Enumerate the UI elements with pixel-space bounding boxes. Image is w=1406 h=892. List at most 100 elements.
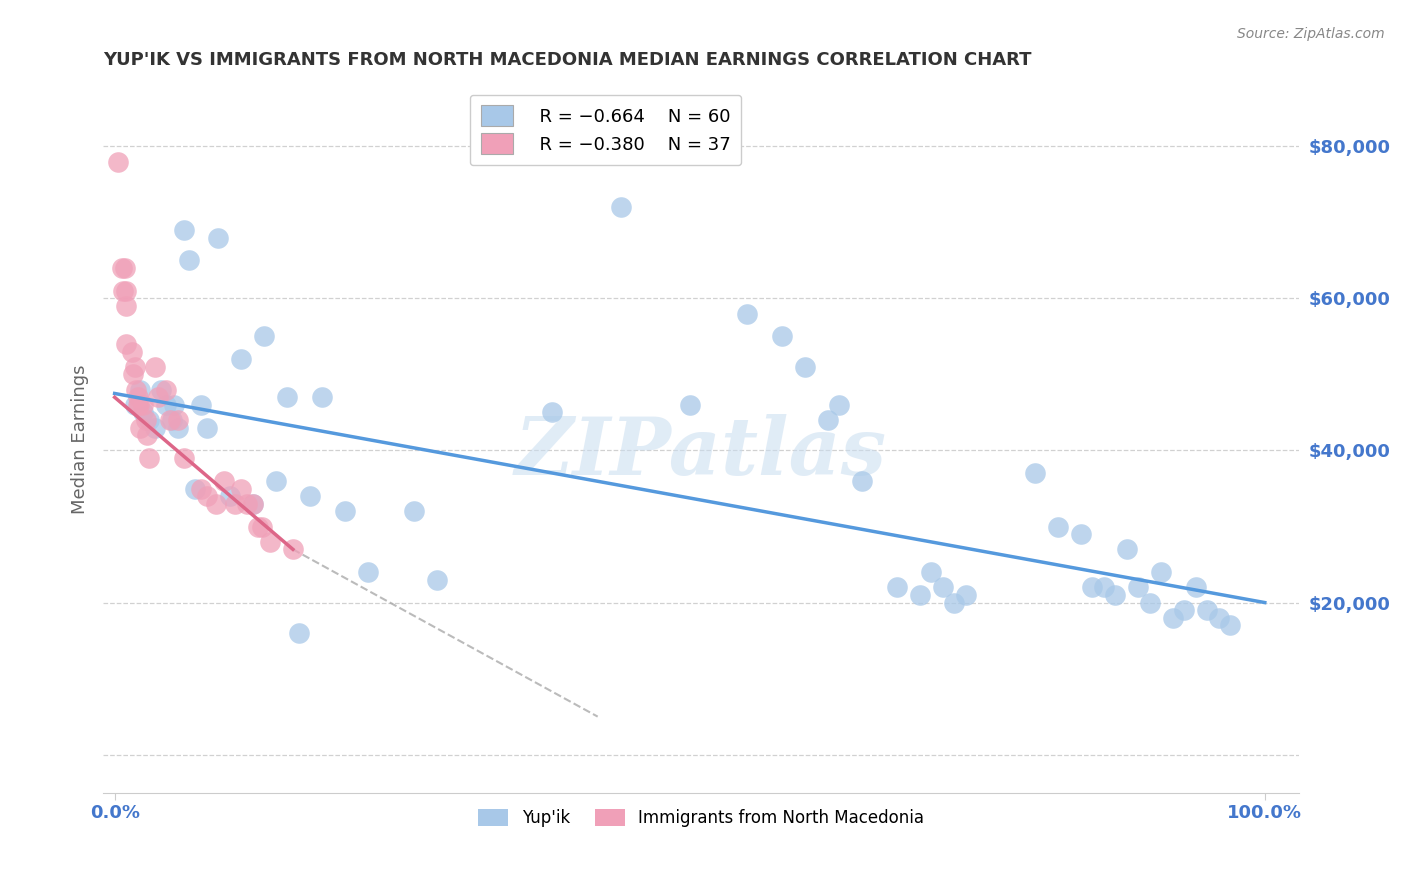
Point: [1128, 580, 1150, 594]
Point: [242, 497, 264, 511]
Point: [173, 223, 195, 237]
Point: [115, 299, 138, 313]
Point: [195, 489, 218, 503]
Point: [932, 580, 955, 594]
Point: [224, 497, 246, 511]
Text: Source: ZipAtlas.com: Source: ZipAtlas.com: [1237, 27, 1385, 41]
Point: [195, 420, 218, 434]
Point: [148, 390, 170, 404]
Point: [735, 307, 758, 321]
Point: [205, 497, 228, 511]
Point: [356, 565, 378, 579]
Point: [1197, 603, 1219, 617]
Point: [828, 398, 851, 412]
Point: [426, 573, 449, 587]
Point: [299, 489, 322, 503]
Legend: Yup'ik, Immigrants from North Macedonia: Yup'ik, Immigrants from North Macedonia: [471, 802, 931, 834]
Point: [259, 534, 281, 549]
Point: [1104, 588, 1126, 602]
Point: [115, 284, 138, 298]
Point: [1173, 603, 1195, 617]
Point: [111, 284, 134, 298]
Point: [1081, 580, 1104, 594]
Point: [143, 359, 166, 374]
Point: [190, 482, 212, 496]
Point: [250, 519, 273, 533]
Point: [160, 413, 183, 427]
Point: [149, 383, 172, 397]
Point: [1161, 611, 1184, 625]
Point: [135, 413, 157, 427]
Point: [190, 398, 212, 412]
Point: [129, 383, 152, 397]
Point: [609, 200, 631, 214]
Point: [163, 398, 186, 412]
Point: [121, 344, 143, 359]
Point: [167, 420, 190, 434]
Point: [115, 337, 138, 351]
Point: [1024, 467, 1046, 481]
Point: [943, 596, 966, 610]
Point: [247, 519, 270, 533]
Point: [886, 580, 908, 594]
Point: [138, 451, 160, 466]
Point: [281, 542, 304, 557]
Point: [333, 504, 356, 518]
Point: [920, 565, 942, 579]
Point: [1092, 580, 1115, 594]
Point: [167, 413, 190, 427]
Point: [173, 451, 195, 466]
Point: [402, 504, 425, 518]
Point: [276, 390, 298, 404]
Point: [184, 482, 207, 496]
Point: [1219, 618, 1241, 632]
Point: [236, 497, 259, 511]
Point: [253, 329, 276, 343]
Point: [1139, 596, 1161, 610]
Point: [155, 398, 177, 412]
Point: [908, 588, 931, 602]
Point: [1115, 542, 1137, 557]
Point: [124, 398, 146, 412]
Point: [138, 413, 160, 427]
Point: [107, 154, 129, 169]
Point: [231, 352, 253, 367]
Point: [851, 474, 873, 488]
Y-axis label: Median Earnings: Median Earnings: [72, 364, 89, 514]
Point: [1150, 565, 1173, 579]
Point: [311, 390, 333, 404]
Point: [125, 383, 148, 397]
Point: [207, 230, 229, 244]
Point: [1070, 527, 1092, 541]
Point: [264, 474, 287, 488]
Point: [218, 489, 240, 503]
Point: [1184, 580, 1206, 594]
Point: [955, 588, 977, 602]
Point: [1208, 611, 1230, 625]
Point: [127, 398, 149, 412]
Point: [128, 398, 150, 412]
Point: [793, 359, 815, 374]
Point: [155, 383, 177, 397]
Point: [212, 474, 235, 488]
Point: [817, 413, 839, 427]
Point: [679, 398, 702, 412]
Point: [132, 405, 155, 419]
Point: [179, 253, 201, 268]
Point: [114, 260, 136, 275]
Text: ZIPatlas: ZIPatlas: [515, 415, 887, 492]
Point: [110, 260, 132, 275]
Point: [1046, 519, 1069, 533]
Point: [135, 428, 157, 442]
Point: [132, 398, 155, 412]
Point: [159, 413, 181, 427]
Point: [770, 329, 793, 343]
Point: [287, 626, 309, 640]
Point: [124, 359, 146, 374]
Point: [231, 482, 253, 496]
Point: [242, 497, 264, 511]
Point: [143, 420, 166, 434]
Text: YUP'IK VS IMMIGRANTS FROM NORTH MACEDONIA MEDIAN EARNINGS CORRELATION CHART: YUP'IK VS IMMIGRANTS FROM NORTH MACEDONI…: [103, 51, 1032, 69]
Point: [129, 420, 152, 434]
Point: [127, 390, 149, 404]
